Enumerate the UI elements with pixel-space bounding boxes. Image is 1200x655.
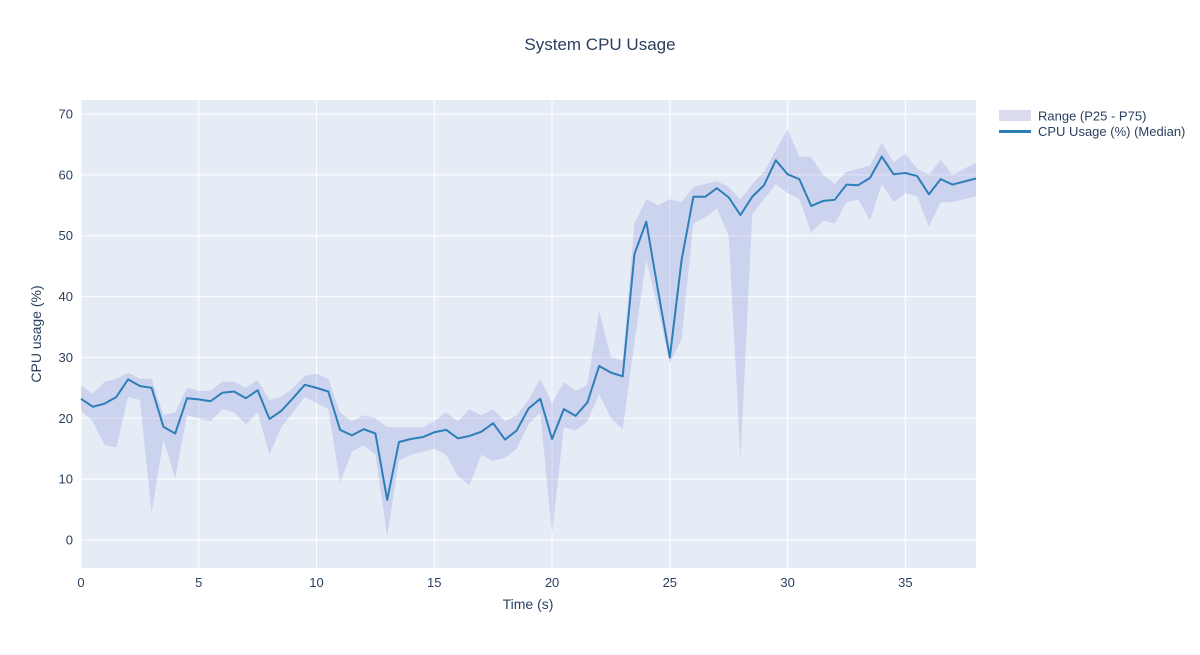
x-tick-label: 30 xyxy=(780,575,794,590)
x-tick-label: 5 xyxy=(195,575,202,590)
x-axis-tick-labels: 0 5 10 15 20 25 30 35 xyxy=(77,575,912,590)
legend-item-median[interactable]: CPU Usage (%) (Median) xyxy=(999,124,1185,139)
x-tick-label: 20 xyxy=(545,575,559,590)
y-tick-label: 0 xyxy=(66,533,73,548)
gridlines xyxy=(80,100,976,568)
y-tick-label: 70 xyxy=(59,106,73,121)
y-tick-label: 50 xyxy=(59,228,73,243)
y-tick-label: 10 xyxy=(59,472,73,487)
chart-title: System CPU Usage xyxy=(524,35,675,54)
legend: Range (P25 - P75) CPU Usage (%) (Median) xyxy=(999,109,1185,139)
x-tick-label: 15 xyxy=(427,575,441,590)
y-axis-title: CPU usage (%) xyxy=(28,285,44,382)
legend-item-range[interactable]: Range (P25 - P75) xyxy=(999,109,1146,124)
range-band xyxy=(81,129,976,537)
y-tick-label: 20 xyxy=(59,411,73,426)
x-tick-label: 25 xyxy=(663,575,677,590)
legend-label-range: Range (P25 - P75) xyxy=(1038,109,1146,124)
x-tick-label: 35 xyxy=(898,575,912,590)
median-line xyxy=(80,155,977,501)
y-tick-label: 40 xyxy=(59,289,73,304)
x-tick-label: 10 xyxy=(309,575,323,590)
x-axis-title: Time (s) xyxy=(503,596,554,612)
y-axis-tick-labels: 0 10 20 30 40 50 60 70 xyxy=(59,106,73,547)
band-swatch-icon xyxy=(999,110,1031,121)
y-tick-label: 60 xyxy=(59,167,73,182)
x-tick-label: 0 xyxy=(77,575,84,590)
plot-area xyxy=(81,100,976,568)
legend-label-median: CPU Usage (%) (Median) xyxy=(1038,124,1185,139)
y-tick-label: 30 xyxy=(59,350,73,365)
